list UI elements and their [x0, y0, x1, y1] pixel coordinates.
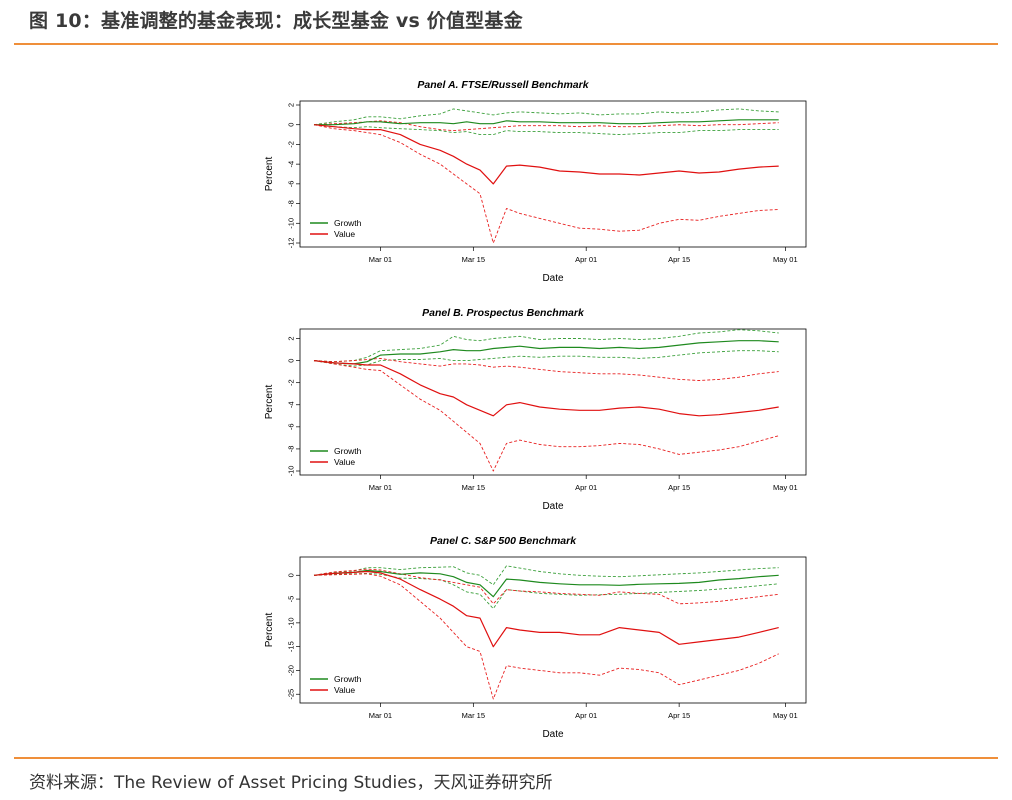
panel-1: Panel A. FTSE/Russell Benchmark 2 0 -2 -4 -6 -… — [264, 79, 807, 284]
series-value — [313, 360, 779, 417]
y-tick-label: -10 — [287, 218, 296, 229]
series-value-band-lower — [313, 124, 779, 244]
y-tick-label: 0 — [287, 573, 296, 577]
y-axis-label: Percent — [264, 385, 275, 420]
plot-frame — [299, 328, 807, 476]
y-tick-label: 0 — [287, 359, 296, 363]
legend-label-growth: Growth — [334, 446, 362, 456]
panel-2: Panel B. Prospectus Benchmark 2 0 -2 -4 -6 -8 -… — [264, 307, 807, 512]
x-tick-label: Mar 01 — [369, 711, 392, 720]
y-tick-label: -25 — [287, 689, 296, 700]
y-tick-label: -8 — [287, 446, 296, 453]
series-growth-band-lower — [313, 350, 779, 367]
series-value-band-upper — [313, 568, 779, 605]
y-axis-label: Percent — [264, 613, 275, 648]
x-tick-label: Apr 01 — [575, 711, 597, 720]
series-growth — [314, 119, 779, 126]
y-tick-label: 2 — [287, 336, 296, 340]
series-value-band-lower — [313, 360, 779, 472]
series-growth-band-lower — [313, 124, 779, 136]
y-tick-label: -4 — [287, 161, 296, 168]
x-tick-label: Mar 15 — [462, 711, 485, 720]
y-axis-label: Percent — [264, 157, 275, 192]
legend-label-growth: Growth — [334, 674, 362, 684]
x-axis-label: Date — [542, 729, 564, 740]
panel-title: Panel B. Prospectus Benchmark — [422, 307, 585, 319]
x-tick-label: Mar 01 — [369, 255, 392, 264]
x-tick-label: Apr 01 — [575, 255, 597, 264]
figure-title: 图 10：基准调整的基金表现：成长型基金 vs 价值型基金 — [29, 10, 523, 32]
panel-3: Panel C. S&P 500 Benchmark 0 -5 -10 -15 -20 -2… — [264, 535, 807, 740]
legend-label-value: Value — [334, 685, 355, 695]
panel-title: Panel A. FTSE/Russell Benchmark — [417, 79, 589, 91]
title-rule — [14, 43, 998, 45]
y-tick-label: -10 — [287, 466, 296, 477]
x-tick-label: Mar 01 — [369, 483, 392, 492]
y-tick-label: -10 — [287, 617, 296, 628]
x-tick-label: Apr 01 — [575, 483, 597, 492]
series-growth-band-upper — [313, 108, 779, 126]
series-value — [313, 570, 779, 648]
x-tick-label: May 01 — [773, 711, 798, 720]
y-tick-label: -2 — [287, 379, 296, 386]
series-growth-band-upper — [313, 565, 779, 586]
x-tick-label: Mar 15 — [462, 255, 485, 264]
legend-label-value: Value — [334, 457, 355, 467]
x-tick-label: Apr 15 — [668, 711, 690, 720]
plot-frame — [299, 556, 807, 704]
y-tick-label: -6 — [287, 424, 296, 431]
series-value-band-upper — [313, 357, 779, 381]
x-tick-label: May 01 — [773, 255, 798, 264]
y-tick-label: -15 — [287, 641, 296, 652]
y-tick-label: -20 — [287, 665, 296, 676]
y-tick-label: -5 — [287, 596, 296, 603]
legend-label-value: Value — [334, 229, 355, 239]
x-tick-label: Apr 15 — [668, 255, 690, 264]
y-tick-label: -2 — [287, 141, 296, 148]
y-tick-label: -8 — [287, 200, 296, 207]
series-growth-band-lower — [313, 572, 779, 610]
x-tick-label: Apr 15 — [668, 483, 690, 492]
y-tick-label: -12 — [287, 238, 296, 249]
y-tick-label: 0 — [287, 123, 296, 127]
x-tick-label: Mar 15 — [462, 483, 485, 492]
series-growth — [313, 569, 779, 598]
y-tick-label: 2 — [287, 103, 296, 107]
source-note: 资料来源：The Review of Asset Pricing Studies… — [29, 773, 553, 793]
series-growth — [313, 340, 779, 365]
x-axis-label: Date — [542, 273, 564, 284]
series-growth-band-upper — [313, 329, 779, 363]
legend-label-growth: Growth — [334, 218, 362, 228]
x-axis-label: Date — [542, 501, 564, 512]
x-tick-label: May 01 — [773, 483, 798, 492]
series-value — [313, 124, 779, 185]
series-value-band-lower — [313, 573, 779, 700]
source-rule — [14, 757, 998, 759]
plot-frame — [299, 100, 807, 248]
panel-title: Panel C. S&P 500 Benchmark — [430, 535, 577, 547]
y-tick-label: -6 — [287, 181, 296, 188]
series-value-band-upper — [313, 120, 779, 132]
y-tick-label: -4 — [287, 401, 296, 408]
